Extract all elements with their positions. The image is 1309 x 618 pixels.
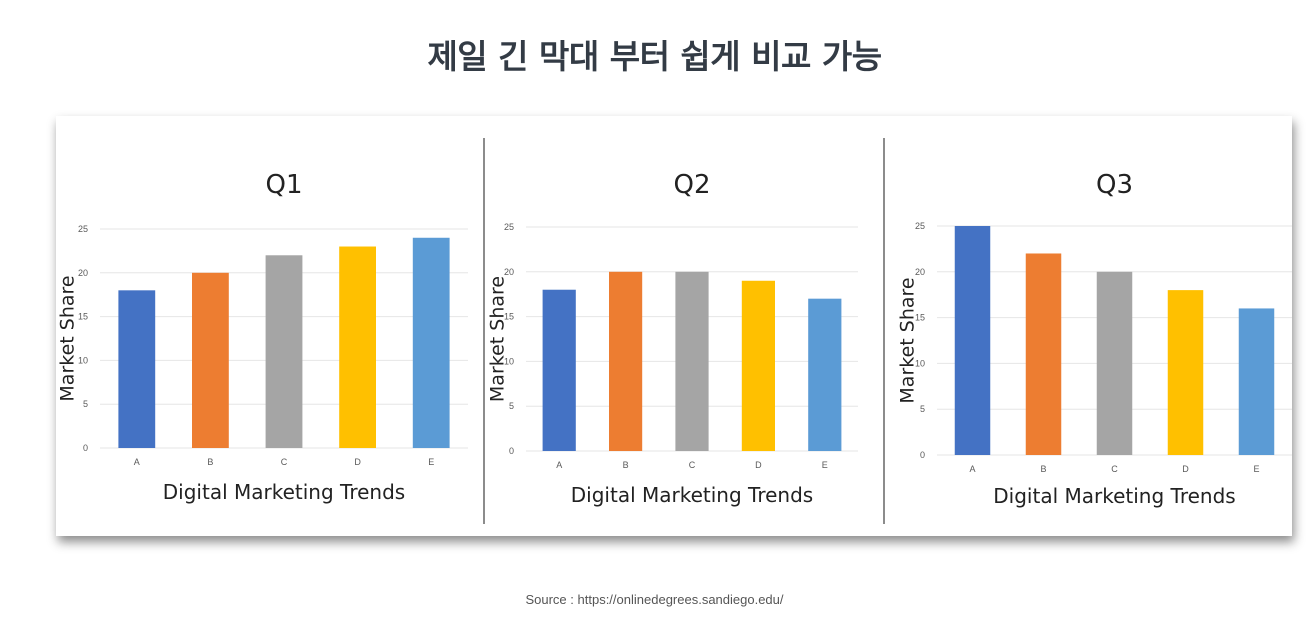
y-tick-label: 5 bbox=[509, 401, 514, 411]
bar-e bbox=[808, 298, 842, 451]
y-tick-label: 15 bbox=[504, 312, 514, 322]
bar-c bbox=[1096, 271, 1133, 455]
y-tick-label: 0 bbox=[509, 446, 514, 456]
y-tick-label: 15 bbox=[78, 312, 88, 322]
x-tick-label: D bbox=[354, 457, 361, 467]
bar-c bbox=[675, 271, 709, 451]
y-tick-label: 25 bbox=[504, 222, 514, 232]
y-tick-label: 25 bbox=[78, 224, 88, 234]
x-tick-label: E bbox=[822, 460, 828, 470]
x-tick-label: B bbox=[207, 457, 213, 467]
source-prefix: Source : bbox=[525, 592, 574, 607]
bar-d bbox=[741, 280, 775, 451]
bar-b bbox=[609, 271, 643, 451]
x-tick-label: C bbox=[281, 457, 288, 467]
y-tick-label: 25 bbox=[915, 221, 925, 231]
y-axis-title: Market Share bbox=[487, 276, 509, 402]
x-tick-label: D bbox=[755, 460, 762, 470]
chart-title: Q1 bbox=[265, 170, 302, 200]
y-axis-title: Market Share bbox=[57, 275, 79, 401]
bar-c bbox=[265, 255, 303, 448]
bar-a bbox=[542, 289, 576, 451]
y-tick-label: 15 bbox=[915, 313, 925, 323]
x-tick-label: C bbox=[689, 460, 696, 470]
y-tick-label: 10 bbox=[915, 358, 925, 368]
x-tick-label: B bbox=[623, 460, 629, 470]
chart-panel: Q1 0 5 10 15 20 25 A B C D E Market Share Digital Mar… bbox=[56, 116, 1292, 536]
source-url[interactable]: https://onlinedegrees.sandiego.edu/ bbox=[577, 592, 784, 607]
bar-b bbox=[1025, 253, 1062, 455]
x-tick-label: E bbox=[428, 457, 434, 467]
y-tick-label: 10 bbox=[78, 355, 88, 365]
bar-e bbox=[412, 237, 450, 448]
x-tick-label: C bbox=[1111, 464, 1118, 474]
x-tick-label: D bbox=[1182, 464, 1189, 474]
x-axis-title: Digital Marketing Trends bbox=[163, 480, 405, 504]
x-tick-label: A bbox=[969, 464, 975, 474]
y-tick-label: 20 bbox=[78, 268, 88, 278]
bar-d bbox=[1167, 290, 1204, 455]
bar-b bbox=[192, 272, 229, 448]
y-tick-label: 5 bbox=[920, 404, 925, 414]
y-tick-label: 0 bbox=[920, 450, 925, 460]
x-tick-label: B bbox=[1040, 464, 1046, 474]
chart-title: Q3 bbox=[1096, 170, 1133, 200]
x-tick-label: A bbox=[556, 460, 562, 470]
chart-title: Q2 bbox=[673, 170, 710, 200]
y-tick-label: 20 bbox=[504, 267, 514, 277]
y-tick-label: 20 bbox=[915, 267, 925, 277]
x-axis-title: Digital Marketing Trends bbox=[571, 483, 813, 507]
y-tick-label: 10 bbox=[504, 356, 514, 366]
y-tick-label: 5 bbox=[83, 399, 88, 409]
bar-a bbox=[118, 290, 156, 448]
x-axis-title: Digital Marketing Trends bbox=[993, 484, 1235, 508]
bar-d bbox=[339, 246, 376, 448]
bar-e bbox=[1238, 308, 1275, 455]
x-tick-label: E bbox=[1253, 464, 1259, 474]
bar-a bbox=[954, 226, 991, 455]
y-tick-label: 0 bbox=[83, 443, 88, 453]
source-line: Source : https://onlinedegrees.sandiego.… bbox=[0, 592, 1309, 607]
charts-svg: Q1 0 5 10 15 20 25 A B C D E Market Share Digital Mar… bbox=[57, 138, 1292, 524]
y-axis-title: Market Share bbox=[897, 277, 919, 403]
x-tick-label: A bbox=[134, 457, 140, 467]
page-title: 제일 긴 막대 부터 쉽게 비교 가능 bbox=[427, 37, 882, 76]
